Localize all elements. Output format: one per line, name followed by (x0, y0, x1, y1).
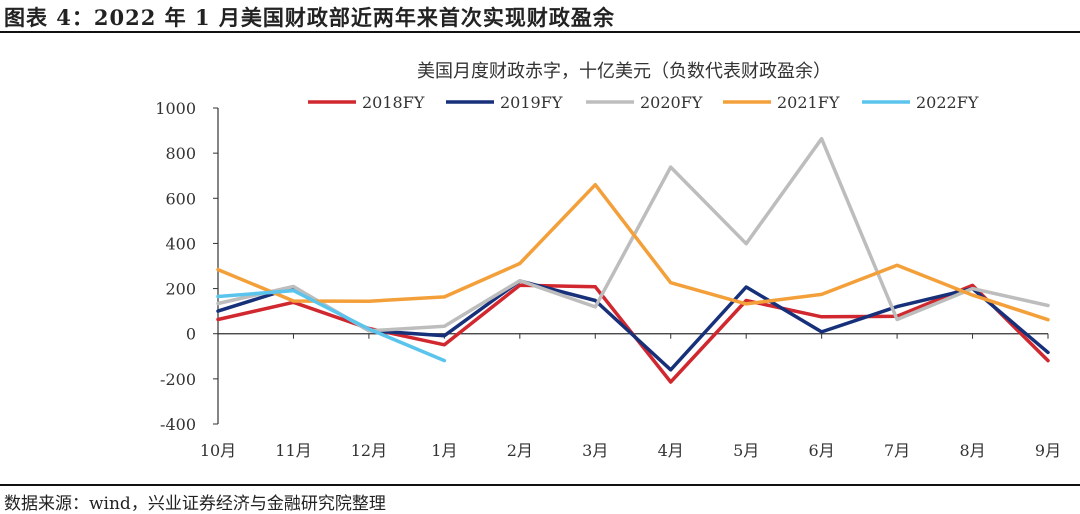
y-tick-label: 400 (165, 234, 196, 253)
legend-label: 2020FY (640, 93, 703, 112)
legend-label: 2018FY (362, 93, 425, 112)
series-line-2022fy (216, 288, 447, 363)
y-tick-label: 600 (165, 189, 196, 208)
x-tick-label: 6月 (809, 441, 835, 460)
deficit-line-chart: 美国月度财政赤字，十亿美元（负数代表财政盈余） 2018FY 2019FY 2020… (155, 61, 1061, 460)
x-tick-label: 1月 (431, 441, 457, 460)
legend-label: 2022FY (916, 93, 979, 112)
title-divider (0, 31, 1080, 33)
x-tick-label: 3月 (582, 441, 608, 460)
y-tick-label: 0 (186, 325, 196, 344)
y-tick-label: -200 (160, 370, 196, 389)
y-tick-label: 200 (165, 280, 196, 299)
x-tick-label: 12月 (351, 441, 387, 460)
series-line-2019fy (216, 279, 1050, 372)
x-tick-label: 10月 (200, 441, 236, 460)
x-axis: 10月 11月 12月 1月 2月 3月 4月 5月 6月 7月 8月 9月 (200, 333, 1061, 460)
series-layer (216, 136, 1050, 384)
legend-label: 2021FY (777, 93, 840, 112)
x-tick-label: 8月 (959, 441, 985, 460)
chart-legend: 2018FY 2019FY 2020FY 2021FY 2022FY (308, 93, 979, 112)
y-tick-label: -400 (160, 415, 196, 434)
x-tick-label: 4月 (658, 441, 684, 460)
y-tick-label: 1000 (155, 99, 196, 118)
data-source-note: 数据来源：wind，兴业证券经济与金融研究院整理 (4, 494, 386, 514)
legend-label: 2019FY (500, 93, 563, 112)
y-axis: -400 -200 0 200 400 600 800 1000 (155, 99, 219, 434)
source-divider (0, 484, 1080, 486)
x-tick-label: 9月 (1035, 441, 1061, 460)
x-tick-label: 7月 (884, 441, 910, 460)
x-tick-label: 11月 (275, 441, 311, 460)
x-tick-label: 5月 (733, 441, 759, 460)
chart-title: 美国月度财政赤字，十亿美元（负数代表财政盈余） (417, 61, 831, 82)
figure-title: 图表 4：2022 年 1 月美国财政部近两年来首次实现财政盈余 (4, 5, 615, 30)
x-tick-label: 2月 (507, 441, 533, 460)
series-line-2021fy (216, 182, 1050, 322)
y-tick-label: 800 (165, 144, 196, 163)
